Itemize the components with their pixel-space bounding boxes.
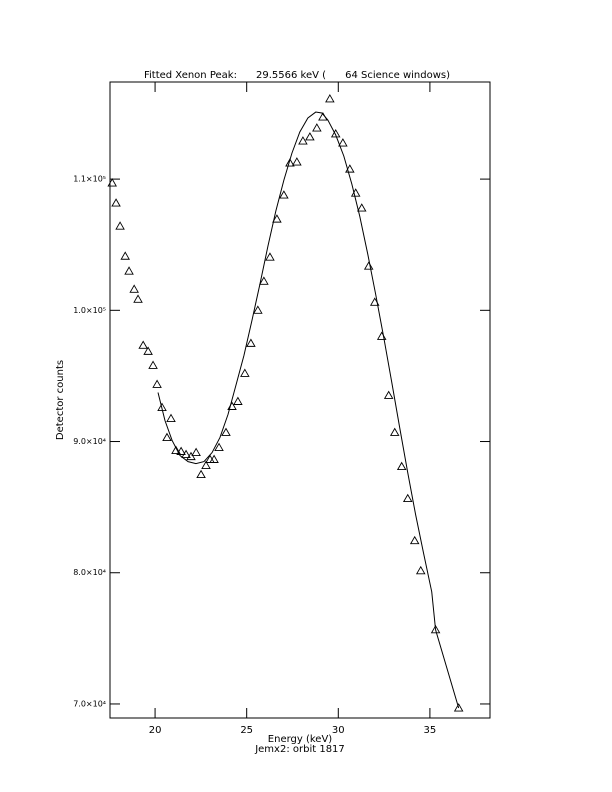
data-point (259, 276, 269, 285)
data-point (148, 360, 158, 369)
data-point (325, 94, 335, 103)
data-point (409, 535, 420, 545)
data-point (107, 178, 117, 187)
data-point (298, 136, 308, 145)
data-point (389, 427, 400, 436)
data-point (162, 432, 172, 442)
data-point (312, 123, 322, 132)
data-point (338, 138, 348, 147)
data-point (396, 461, 407, 471)
data-point (253, 305, 263, 314)
data-point (191, 447, 201, 457)
y-tick-label: 7.0×10⁴ (73, 699, 106, 708)
data-point (152, 379, 162, 388)
x-axis-label: Energy (keV) (268, 734, 333, 745)
plot-frame (109, 81, 491, 719)
data-point (233, 396, 243, 405)
x-tick-label: 25 (240, 725, 253, 736)
chart-title: Fitted Xenon Peak: 29.5566 keV ( 64 Scie… (144, 70, 450, 81)
data-point (430, 624, 441, 634)
data-point (171, 445, 181, 455)
x-tick-label: 35 (424, 725, 437, 736)
data-point (330, 129, 341, 138)
data-point (305, 132, 315, 141)
data-point (111, 198, 121, 207)
y-tick-label: 8.0×10⁴ (73, 568, 106, 577)
data-point (363, 261, 374, 270)
y-tick-label: 1.1×10⁵ (73, 175, 106, 184)
data-point (285, 158, 295, 167)
data-point (415, 565, 426, 575)
data-point (120, 251, 130, 260)
data-point (143, 346, 153, 355)
x-tick-label: 30 (332, 725, 345, 736)
data-point (166, 413, 176, 423)
data-point (272, 214, 282, 223)
data-point (181, 449, 191, 458)
data-point (138, 340, 148, 349)
data-point (221, 427, 231, 436)
data-point (209, 454, 219, 463)
data-point (246, 338, 256, 347)
data-point (129, 284, 139, 293)
subtitle: Jemx2: orbit 1817 (254, 744, 345, 755)
data-point (279, 190, 289, 199)
data-point (186, 451, 196, 461)
data-point (292, 157, 302, 166)
data-point (124, 266, 134, 275)
data-point (133, 294, 143, 303)
data-point (115, 221, 125, 230)
data-point (383, 390, 394, 399)
data-point (214, 442, 224, 452)
data-point (402, 493, 413, 503)
x-tick-label: 20 (149, 725, 162, 736)
data-point (265, 252, 275, 261)
data-point (201, 460, 211, 469)
y-axis-label: Detector counts (55, 360, 66, 440)
data-point (240, 368, 250, 377)
y-tick-label: 1.0×10⁵ (73, 306, 106, 315)
data-point (453, 703, 464, 712)
data-point (356, 203, 367, 212)
y-tick-label: 9.0×10⁴ (73, 437, 106, 446)
fit-line (157, 111, 460, 709)
data-point (176, 446, 186, 455)
data-point (196, 469, 206, 479)
